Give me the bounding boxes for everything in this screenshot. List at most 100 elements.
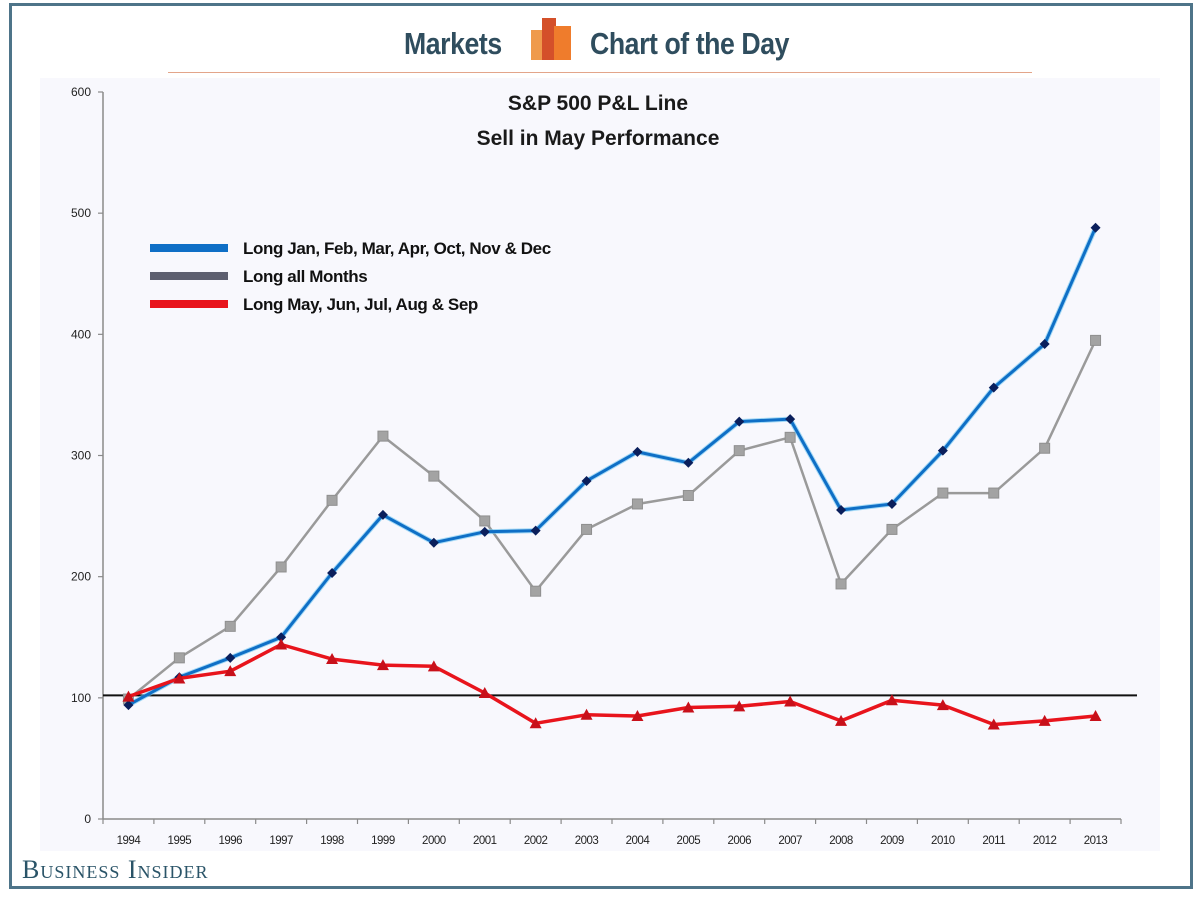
data-point-square: [835, 578, 847, 590]
data-point-diamond: [581, 475, 592, 486]
data-point-diamond: [377, 509, 388, 520]
data-point-diamond: [428, 537, 439, 548]
x-tick-label: 2011: [982, 835, 1005, 847]
data-point-square: [733, 445, 745, 457]
plot-background: [40, 78, 1160, 851]
data-point-square: [530, 585, 542, 597]
data-point-diamond: [123, 700, 134, 711]
series-diamond-group: [123, 222, 1101, 711]
legend-label: Long Jan, Feb, Mar, Apr, Oct, Nov & Dec: [243, 239, 551, 258]
data-point-square: [886, 523, 898, 535]
data-point-square: [377, 430, 389, 442]
data-point-triangle: [1089, 710, 1102, 722]
data-point-square: [784, 431, 796, 443]
x-tick-label: 2009: [880, 835, 904, 847]
data-point-diamond: [785, 414, 796, 425]
data-point-triangle: [784, 695, 797, 707]
header-chart-of-the-day-label: Chart of the Day: [590, 26, 790, 61]
data-point-square: [631, 498, 643, 510]
legend-label: Long all Months: [243, 267, 367, 286]
data-point-triangle: [478, 686, 491, 698]
data-point-diamond: [479, 526, 490, 537]
x-tick-label: 1995: [168, 835, 192, 847]
x-tick-label: 2010: [931, 835, 955, 847]
header: Markets Chart of the Day: [0, 18, 1200, 74]
data-point-diamond: [632, 446, 643, 457]
x-tick-label: 1997: [269, 835, 293, 847]
data-point-diamond: [530, 525, 541, 536]
x-tick-label: 2000: [422, 835, 446, 847]
x-tick-label: 2008: [829, 835, 853, 847]
chart-subtitle: Sell in May Performance: [477, 127, 720, 150]
x-tick-label: 2007: [778, 835, 802, 847]
data-point-triangle: [580, 708, 593, 720]
chart-frame: [9, 3, 1193, 889]
series-line: [127, 339, 1097, 700]
data-point-square: [1090, 334, 1102, 346]
data-point-diamond: [683, 457, 694, 468]
series-line: [127, 227, 1097, 707]
x-tick-label: 2006: [727, 835, 751, 847]
data-point-square: [479, 515, 491, 527]
series-line: [127, 642, 1096, 727]
data-point-square: [988, 487, 1000, 499]
data-point-triangle: [682, 701, 695, 713]
y-tick-label: 600: [71, 85, 91, 99]
data-point-triangle: [885, 694, 898, 706]
x-tick-label: 1994: [117, 835, 142, 847]
data-point-triangle: [631, 710, 644, 722]
data-point-triangle: [936, 699, 949, 711]
data-point-square: [428, 470, 440, 482]
data-point-triangle: [275, 638, 288, 650]
legend-label: Long May, Jun, Jul, Aug & Sep: [243, 295, 478, 314]
data-point-square: [682, 489, 694, 501]
y-tick-label: 500: [71, 206, 91, 220]
x-tick-label: 2004: [626, 835, 651, 847]
data-point-diamond: [836, 505, 847, 516]
data-point-square: [173, 652, 185, 664]
data-point-diamond: [734, 416, 745, 427]
data-point-square: [326, 494, 338, 506]
data-point-diamond: [937, 445, 948, 456]
data-point-triangle: [376, 659, 389, 671]
x-tick-label: 1996: [218, 835, 242, 847]
data-point-diamond: [276, 632, 287, 643]
y-tick-label: 200: [71, 570, 91, 584]
data-point-triangle: [1038, 714, 1051, 726]
data-point-triangle: [224, 665, 237, 677]
y-tick-label: 400: [71, 327, 91, 341]
x-tick-label: 2001: [473, 835, 497, 847]
data-point-square: [1039, 442, 1051, 454]
bar-chart-logo-icon: [531, 18, 571, 60]
data-point-diamond: [988, 382, 999, 393]
data-point-triangle: [427, 660, 440, 672]
x-tick-label: 2005: [677, 835, 701, 847]
data-point-square: [581, 523, 593, 535]
header-divider: [168, 72, 1032, 73]
data-point-square: [224, 620, 236, 632]
data-point-diamond: [1090, 222, 1101, 233]
x-tick-label: 2013: [1084, 835, 1108, 847]
series-triangle-group: [122, 638, 1102, 730]
data-point-triangle: [835, 714, 848, 726]
data-point-diamond: [225, 652, 236, 663]
x-tick-label: 2012: [1033, 835, 1057, 847]
series-group: [122, 222, 1102, 730]
y-tick-label: 300: [71, 449, 91, 463]
y-tick-label: 0: [84, 812, 91, 826]
x-tick-label: 1999: [371, 835, 395, 847]
data-point-square: [937, 487, 949, 499]
header-markets-label: Markets: [404, 26, 502, 61]
data-point-triangle: [173, 672, 186, 684]
data-point-triangle: [326, 653, 339, 665]
data-point-triangle: [733, 700, 746, 712]
data-point-triangle: [122, 690, 135, 702]
brand-text: Business Insider: [22, 855, 209, 884]
y-tick-label: 100: [71, 691, 91, 705]
data-point-triangle: [529, 717, 542, 729]
x-tick-label: 1998: [320, 835, 344, 847]
data-point-diamond: [1039, 339, 1050, 350]
data-point-triangle: [987, 718, 1000, 730]
series-square-group: [122, 334, 1102, 705]
